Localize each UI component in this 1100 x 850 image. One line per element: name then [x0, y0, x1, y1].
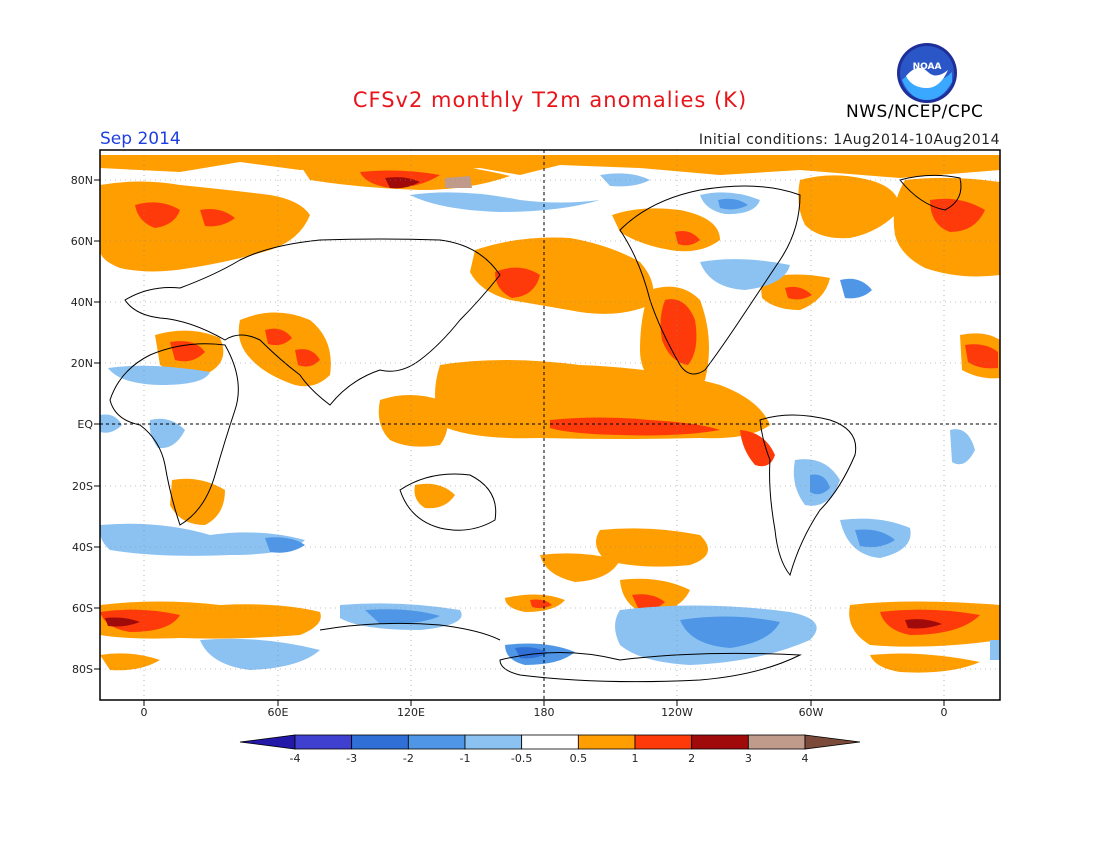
colorbar-label: -4: [290, 752, 301, 765]
agency-label: NWS/NCEP/CPC: [846, 102, 984, 122]
colorbar-segment: [407, 734, 466, 750]
longitude-label: 60E: [268, 706, 289, 719]
longitude-label: 120E: [397, 706, 425, 719]
longitude-label: 0: [141, 706, 148, 719]
longitude-label: 60W: [799, 706, 824, 719]
longitude-label: 0: [941, 706, 948, 719]
latitude-label: EQ: [77, 418, 93, 431]
colorbar-label: -2: [403, 752, 414, 765]
colorbar-label: 2: [688, 752, 695, 765]
latitude-label: 80N: [71, 174, 93, 187]
latitude-axis: 80N 60N 40N 20N EQ 20S 40S 60S 80S: [71, 174, 100, 676]
colorbar-segment: [351, 734, 409, 750]
colorbar-label: 1: [632, 752, 639, 765]
noaa-logo: NOAA: [897, 43, 957, 103]
latitude-label: 20S: [72, 480, 93, 493]
map-frame: [99, 149, 1001, 701]
colorbar-segment: [747, 734, 806, 750]
colorbar-label: 0.5: [570, 752, 588, 765]
logo-text: NOAA: [913, 62, 942, 72]
colorbar-segment: [464, 734, 523, 750]
initial-conditions: Initial conditions: 1Aug2014-10Aug2014: [698, 132, 1000, 148]
colorbar-label: -3: [346, 752, 357, 765]
colorbar: -4 -3 -2 -1 -0.5 0.5 1 2 3 4: [239, 734, 861, 765]
colorbar-label: 4: [802, 752, 809, 765]
forecast-month: Sep 2014: [100, 129, 181, 149]
longitude-axis: 0 60E 120E 180 120W 60W 0: [141, 700, 948, 719]
colorbar-segment: [634, 734, 693, 750]
colorbar-segment: [521, 734, 579, 750]
latitude-label: 80S: [72, 663, 93, 676]
grid-lines: [100, 150, 1000, 700]
longitude-label: 120W: [661, 706, 693, 719]
latitude-label: 20N: [71, 357, 93, 370]
colorbar-label: 3: [745, 752, 752, 765]
colorbar-segment: [294, 734, 353, 750]
colorbar-label: -0.5: [511, 752, 532, 765]
colorbar-label: -1: [460, 752, 471, 765]
colorbar-segment: [691, 734, 749, 750]
latitude-label: 40S: [72, 541, 93, 554]
map-title: CFSv2 monthly T2m anomalies (K): [352, 88, 748, 112]
colorbar-high-arrow: [804, 734, 861, 750]
colorbar-segment: [577, 734, 636, 750]
coastlines: [109, 174, 962, 683]
latitude-label: 40N: [71, 296, 93, 309]
latitude-label: 60S: [72, 602, 93, 615]
colorbar-low-arrow: [239, 734, 296, 750]
latitude-label: 60N: [71, 235, 93, 248]
anomaly-field: [100, 155, 1000, 673]
longitude-label: 180: [534, 706, 555, 719]
